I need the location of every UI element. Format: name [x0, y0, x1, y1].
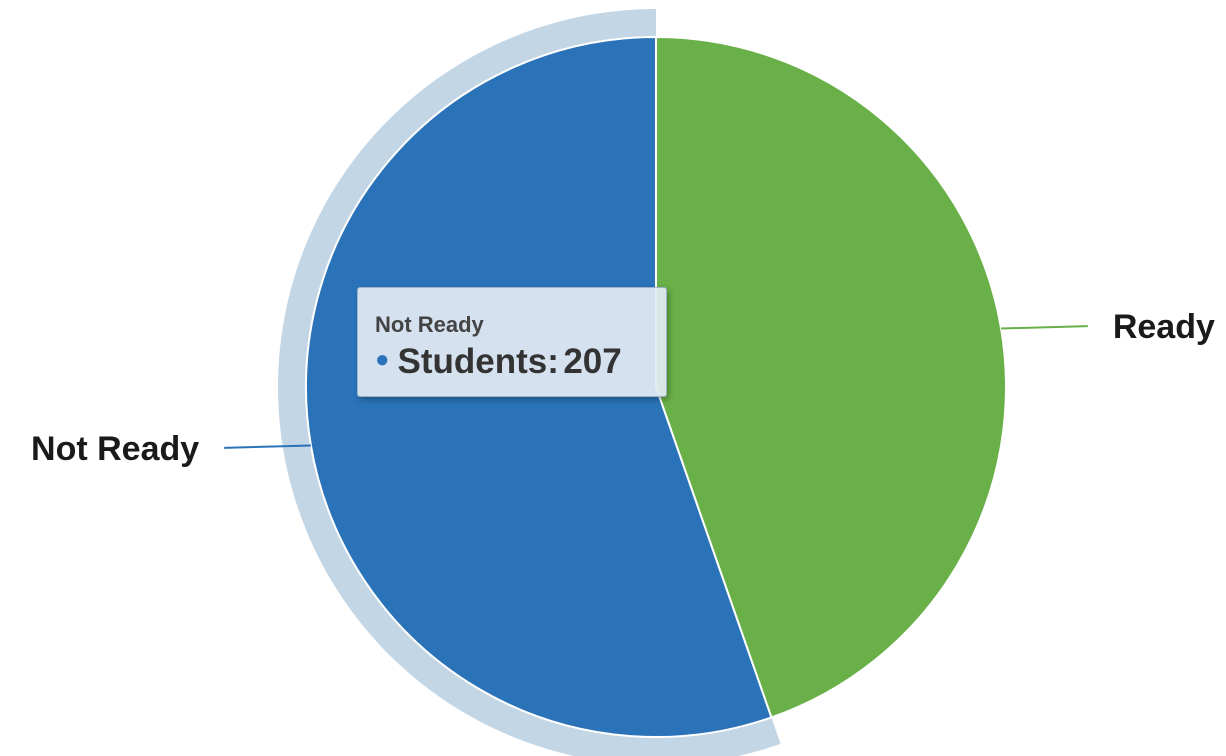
labels-layer: Ready Not Ready [31, 308, 1215, 468]
tooltip-header: Not Ready [375, 312, 484, 337]
chart-tooltip: Not Ready ● Students: 207 [357, 287, 667, 397]
tooltip-value: 207 [563, 342, 622, 381]
connector-line-not-ready [224, 444, 311, 449]
pie-slice-ready[interactable] [655, 36, 1007, 719]
tooltip-separator: : [547, 342, 559, 381]
tooltip-series-marker-icon: ● [375, 346, 390, 373]
tooltip-series-name: Students [397, 342, 548, 381]
slice-label-not-ready: Not Ready [31, 430, 199, 468]
slice-label-ready: Ready [1113, 308, 1215, 346]
slices-layer [305, 36, 1007, 738]
tooltip-row: ● Students: 207 [375, 342, 666, 382]
connector-line-ready [1001, 325, 1088, 330]
